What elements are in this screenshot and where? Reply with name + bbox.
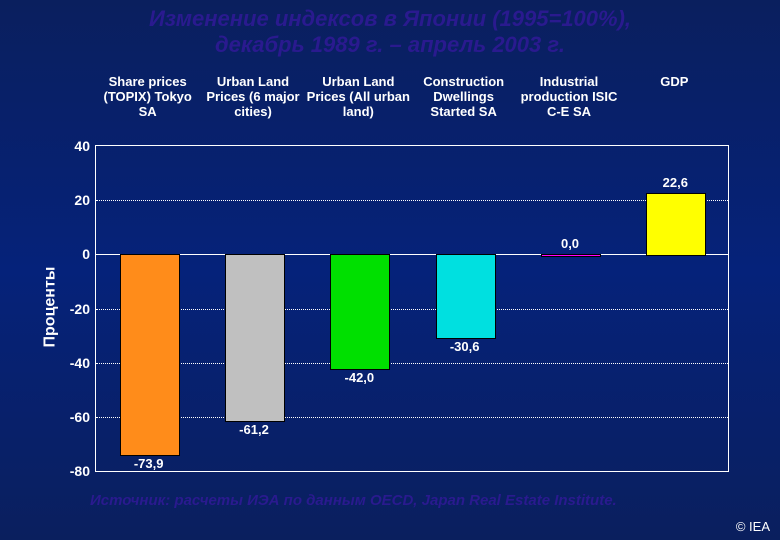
grid-line (96, 309, 728, 310)
x-axis-headers: Share prices (TOPIX) Tokyo SAUrban Land … (95, 75, 727, 120)
y-tick: 40 (74, 138, 90, 154)
bar (330, 254, 390, 370)
bar (436, 254, 496, 339)
bar-value-label: 22,6 (663, 175, 688, 190)
x-header: Share prices (TOPIX) Tokyo SA (95, 75, 200, 120)
grid-line (96, 417, 728, 418)
y-tick: 20 (74, 192, 90, 208)
bar-value-label: -30,6 (450, 339, 480, 354)
y-tick: -80 (70, 463, 90, 479)
grid-line (96, 200, 728, 201)
bar-value-label: -61,2 (239, 422, 269, 437)
plot-area: -73,9 -61,2 -42,0 -30,6 0,0 22,6 (96, 146, 728, 471)
title-line-2: декабрь 1989 г. – апрель 2003 г. (10, 32, 770, 58)
y-axis-label: Проценты (41, 266, 59, 347)
bar (120, 254, 180, 456)
x-header: GDP (622, 75, 727, 120)
x-header: Construction Dwellings Started SA (411, 75, 516, 120)
source-text: Источник: расчеты ИЭА по данным OECD, Ja… (90, 492, 617, 509)
bar (225, 254, 285, 422)
bar (646, 193, 706, 256)
y-tick: -40 (70, 355, 90, 371)
grid-line (96, 363, 728, 364)
x-header: Urban Land Prices (6 major cities) (200, 75, 305, 120)
chart-title: Изменение индексов в Японии (1995=100%),… (0, 0, 780, 61)
bar-chart: -73,9-61,2-42,0-30,60,022,6 -80-60-40-20… (95, 145, 729, 472)
copyright-text: © IEA (736, 519, 770, 534)
y-tick: 0 (82, 246, 90, 262)
zero-line (96, 254, 728, 255)
x-header: Industrial production ISIC C-E SA (516, 75, 621, 120)
y-tick: -60 (70, 409, 90, 425)
x-header: Urban Land Prices (All urban land) (306, 75, 411, 120)
title-line-1: Изменение индексов в Японии (1995=100%), (10, 6, 770, 32)
y-tick: -20 (70, 301, 90, 317)
bar (541, 254, 601, 257)
bar-value-label: -73,9 (134, 456, 164, 471)
bar-value-label: 0,0 (561, 236, 579, 251)
bar-value-label: -42,0 (345, 370, 375, 385)
